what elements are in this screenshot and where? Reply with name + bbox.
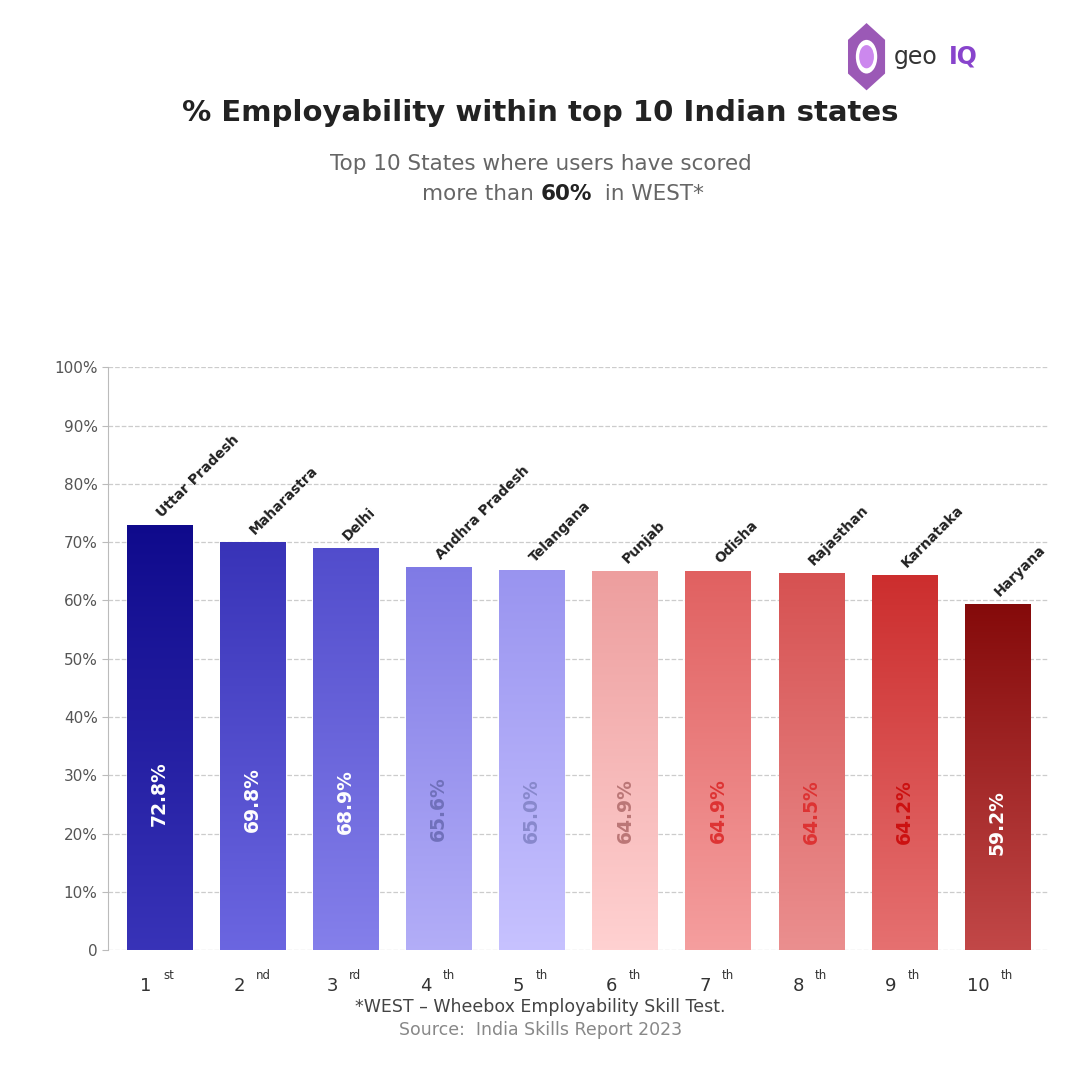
Text: th: th [1001, 969, 1013, 982]
Text: IQ: IQ [949, 44, 978, 69]
Text: Odisha: Odisha [712, 518, 761, 566]
Text: 64.5%: 64.5% [802, 779, 820, 843]
Circle shape [856, 40, 878, 73]
Text: 6: 6 [606, 976, 617, 995]
Text: Andhra Pradesh: Andhra Pradesh [433, 463, 532, 562]
Text: *WEST – Wheebox Employability Skill Test.: *WEST – Wheebox Employability Skill Test… [356, 998, 725, 1015]
Text: 59.2%: 59.2% [988, 791, 1006, 855]
Text: 10: 10 [967, 976, 990, 995]
Text: rd: rd [349, 969, 361, 982]
Text: Rajasthan: Rajasthan [805, 503, 871, 568]
Text: more than: more than [422, 185, 540, 204]
Text: 65.0%: 65.0% [522, 778, 542, 842]
Text: 2: 2 [233, 976, 245, 995]
Text: in WEST*: in WEST* [598, 185, 704, 204]
Text: Top 10 States where users have scored: Top 10 States where users have scored [330, 154, 751, 174]
Circle shape [859, 45, 873, 68]
Text: 64.2%: 64.2% [895, 780, 913, 845]
Text: Source:  India Skills Report 2023: Source: India Skills Report 2023 [399, 1022, 682, 1039]
Text: 69.8%: 69.8% [243, 768, 262, 833]
Text: geo: geo [894, 44, 937, 69]
Text: 1: 1 [141, 976, 151, 995]
Text: th: th [442, 969, 455, 982]
Text: 5: 5 [512, 976, 524, 995]
Text: 60%: 60% [540, 185, 592, 204]
Text: th: th [722, 969, 734, 982]
Text: 64.9%: 64.9% [708, 778, 728, 842]
Text: 68.9%: 68.9% [336, 769, 355, 834]
Text: Uttar Pradesh: Uttar Pradesh [155, 432, 242, 519]
Text: th: th [815, 969, 827, 982]
Text: Haryana: Haryana [992, 543, 1049, 599]
Text: st: st [163, 969, 174, 982]
Text: Karnataka: Karnataka [899, 503, 966, 570]
Polygon shape [848, 23, 885, 91]
Text: % Employability within top 10 Indian states: % Employability within top 10 Indian sta… [183, 99, 898, 127]
Text: Delhi: Delhi [341, 504, 378, 543]
Text: Maharastra: Maharastra [248, 463, 321, 538]
Text: th: th [908, 969, 920, 982]
Text: Telangana: Telangana [526, 499, 593, 566]
Text: 8: 8 [792, 976, 803, 995]
Text: 4: 4 [419, 976, 431, 995]
Text: 65.6%: 65.6% [429, 777, 449, 841]
Text: 72.8%: 72.8% [150, 761, 169, 826]
Text: nd: nd [256, 969, 271, 982]
Text: 9: 9 [885, 976, 897, 995]
Text: th: th [535, 969, 548, 982]
Text: 3: 3 [326, 976, 338, 995]
Text: Punjab: Punjab [619, 518, 668, 566]
Text: th: th [629, 969, 641, 982]
Text: 64.9%: 64.9% [615, 778, 635, 842]
Text: 7: 7 [699, 976, 710, 995]
